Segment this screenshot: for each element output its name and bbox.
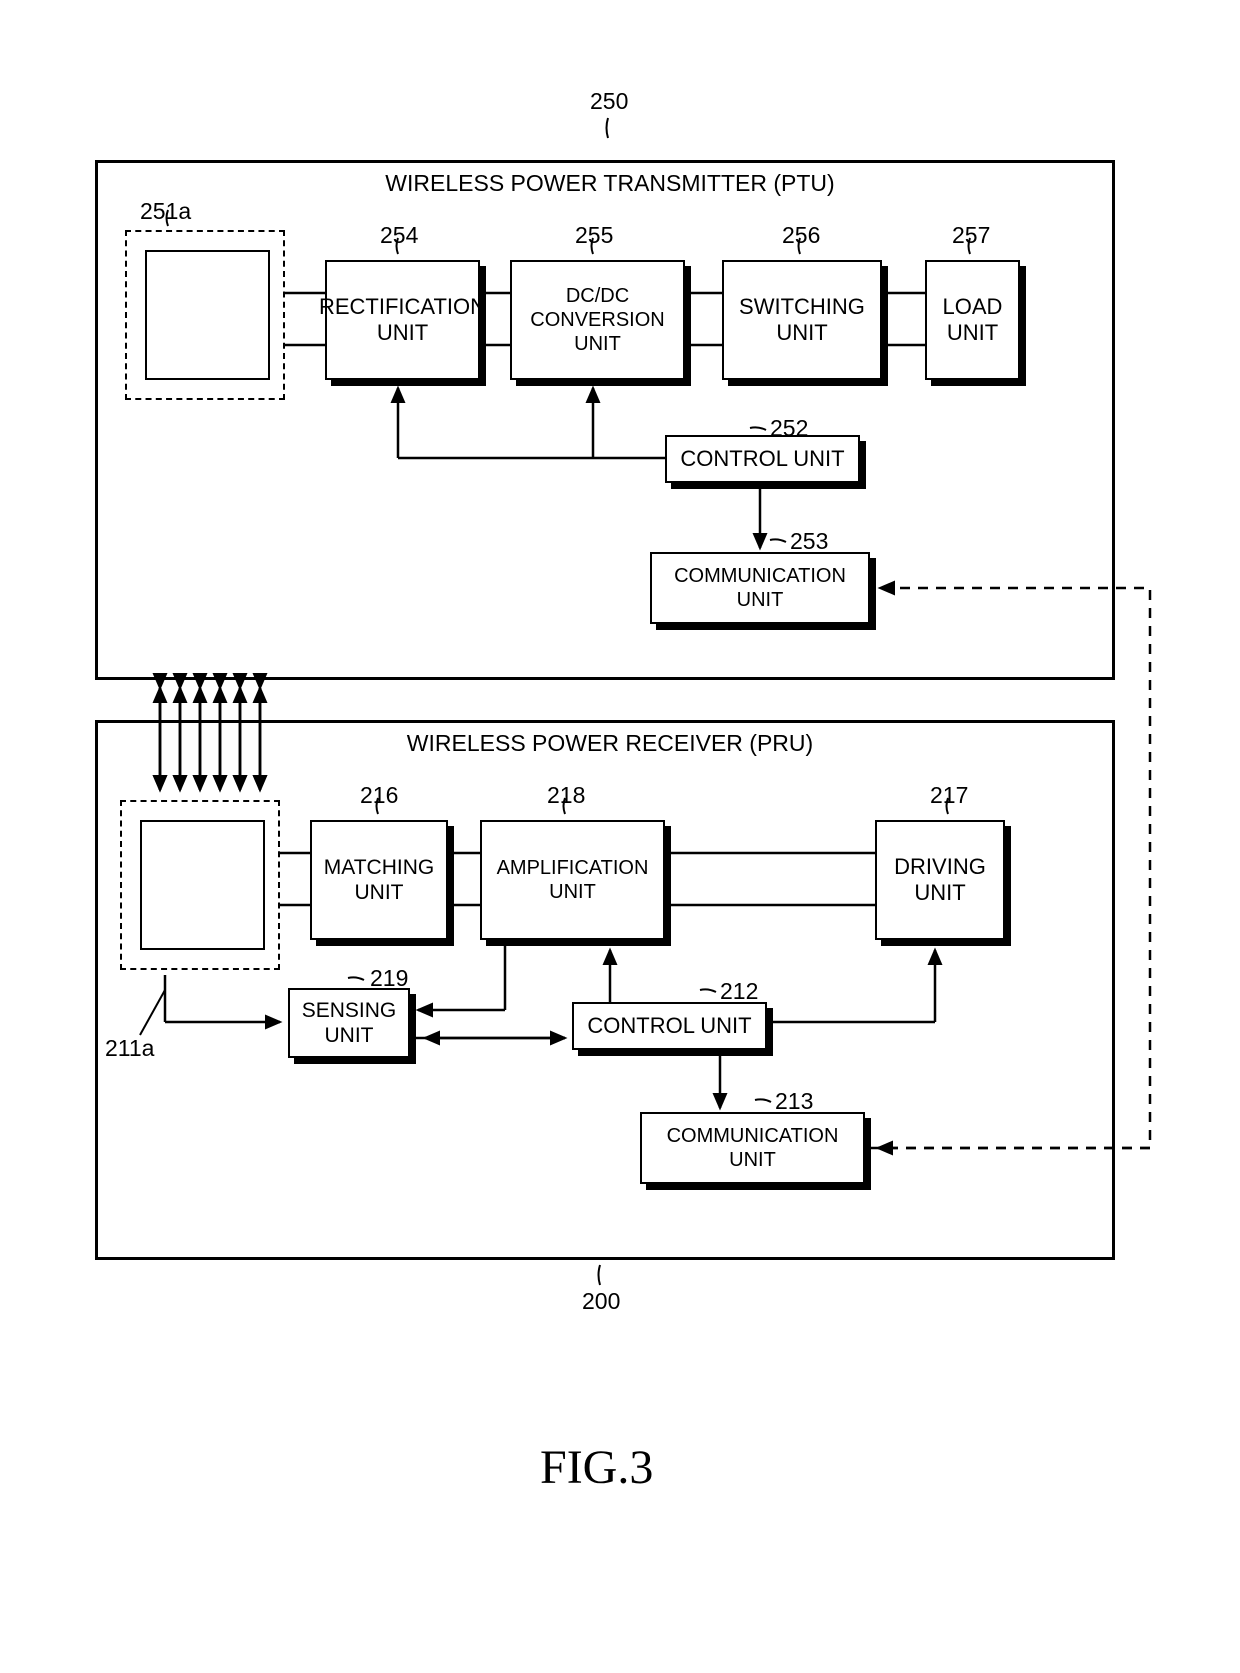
- pru-control-label: CONTROL UNIT: [572, 1002, 767, 1050]
- rectification-ref: 254: [380, 222, 418, 249]
- matching-ref: 216: [360, 782, 398, 809]
- switching-ref: 256: [782, 222, 820, 249]
- matching-block: MATCHINGUNIT: [310, 820, 448, 940]
- pru-control-block: CONTROL UNIT: [572, 1002, 767, 1050]
- driving-label: DRIVINGUNIT: [875, 820, 1005, 940]
- sensing-block: SENSINGUNIT: [288, 988, 410, 1058]
- pru-antenna-coil: [140, 820, 265, 950]
- pru-comm-label: COMMUNICATIONUNIT: [640, 1112, 865, 1184]
- ptu-antenna-coil: [145, 250, 270, 380]
- amplification-ref: 218: [547, 782, 585, 809]
- pru-title: WIRELESS POWER RECEIVER (PRU): [360, 730, 860, 757]
- figure-caption: FIG.3: [540, 1440, 653, 1495]
- ptu-title: WIRELESS POWER TRANSMITTER (PTU): [360, 170, 860, 197]
- ptu-ref: 250: [590, 88, 628, 115]
- dcdc-block: DC/DCCONVERSIONUNIT: [510, 260, 685, 380]
- rectification-block: RECTIFICATIONUNIT: [325, 260, 480, 380]
- pru-ref: 200: [582, 1288, 620, 1315]
- ptu-comm-label: COMMUNICATIONUNIT: [650, 552, 870, 624]
- dcdc-ref: 255: [575, 222, 613, 249]
- load-ref: 257: [952, 222, 990, 249]
- ptu-antenna-ref: 251a: [140, 198, 191, 225]
- rectification-label: RECTIFICATIONUNIT: [325, 260, 480, 380]
- pru-antenna-ref: 211a: [105, 1035, 154, 1062]
- driving-ref: 217: [930, 782, 968, 809]
- ptu-control-label: CONTROL UNIT: [665, 435, 860, 483]
- load-block: LOADUNIT: [925, 260, 1020, 380]
- pru-comm-block: COMMUNICATIONUNIT: [640, 1112, 865, 1184]
- amplification-label: AMPLIFICATIONUNIT: [480, 820, 665, 940]
- pru-comm-ref: 213: [775, 1088, 813, 1115]
- amplification-block: AMPLIFICATIONUNIT: [480, 820, 665, 940]
- diagram-canvas: 250 WIRELESS POWER TRANSMITTER (PTU) 251…: [0, 0, 1240, 1673]
- switching-label: SWITCHINGUNIT: [722, 260, 882, 380]
- ptu-comm-ref: 253: [790, 528, 828, 555]
- dcdc-label: DC/DCCONVERSIONUNIT: [510, 260, 685, 380]
- switching-block: SWITCHINGUNIT: [722, 260, 882, 380]
- pru-control-ref: 212: [720, 978, 758, 1005]
- ptu-comm-block: COMMUNICATIONUNIT: [650, 552, 870, 624]
- driving-block: DRIVINGUNIT: [875, 820, 1005, 940]
- load-label: LOADUNIT: [925, 260, 1020, 380]
- sensing-label: SENSINGUNIT: [288, 988, 410, 1058]
- ptu-control-block: CONTROL UNIT: [665, 435, 860, 483]
- matching-label: MATCHINGUNIT: [310, 820, 448, 940]
